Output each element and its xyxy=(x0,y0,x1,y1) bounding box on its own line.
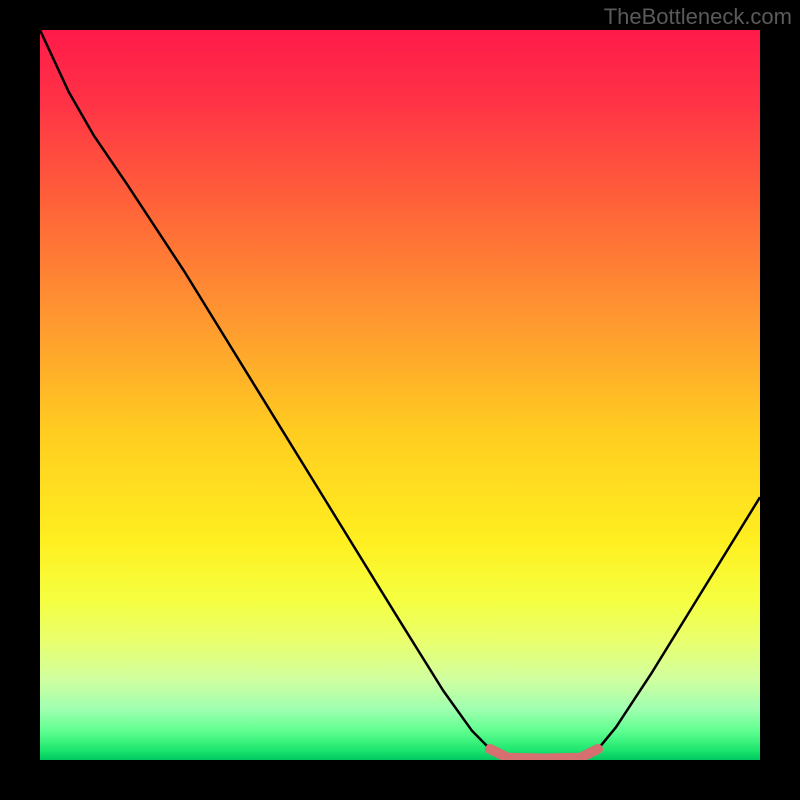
optimal-range-highlight xyxy=(40,30,760,760)
plot-area xyxy=(40,30,760,760)
watermark-text: TheBottleneck.com xyxy=(604,4,792,30)
